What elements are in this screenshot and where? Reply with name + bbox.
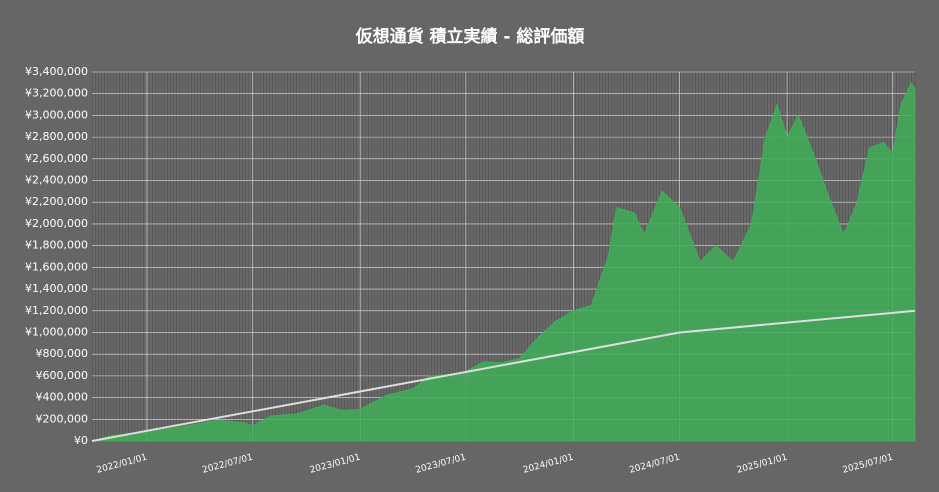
y-tick-label: ¥2,600,000 (25, 152, 88, 165)
y-tick-label: ¥3,400,000 (25, 65, 88, 78)
y-tick-label: ¥2,400,000 (25, 174, 88, 187)
y-tick-label: ¥2,800,000 (25, 130, 88, 143)
chart-title: 仮想通貨 積立実績 - 総評価額 (355, 26, 585, 47)
y-tick-label: ¥2,200,000 (25, 195, 88, 208)
y-tick-label: ¥1,000,000 (25, 325, 88, 338)
y-tick-label: ¥800,000 (36, 347, 89, 360)
y-tick-label: ¥3,000,000 (25, 108, 88, 121)
y-tick-label: ¥1,600,000 (25, 260, 88, 273)
y-tick-label: ¥200,000 (36, 412, 89, 425)
y-tick-label: ¥1,200,000 (25, 304, 88, 317)
y-tick-label: ¥0 (74, 434, 88, 447)
y-tick-label: ¥600,000 (36, 369, 89, 382)
y-tick-label: ¥400,000 (36, 391, 89, 404)
area (91, 81, 916, 442)
y-tick-label: ¥2,000,000 (25, 217, 88, 230)
y-tick-label: ¥1,400,000 (25, 282, 88, 295)
y-tick-label: ¥3,200,000 (25, 87, 88, 100)
y-tick-label: ¥1,800,000 (25, 239, 88, 252)
line (91, 309, 916, 442)
